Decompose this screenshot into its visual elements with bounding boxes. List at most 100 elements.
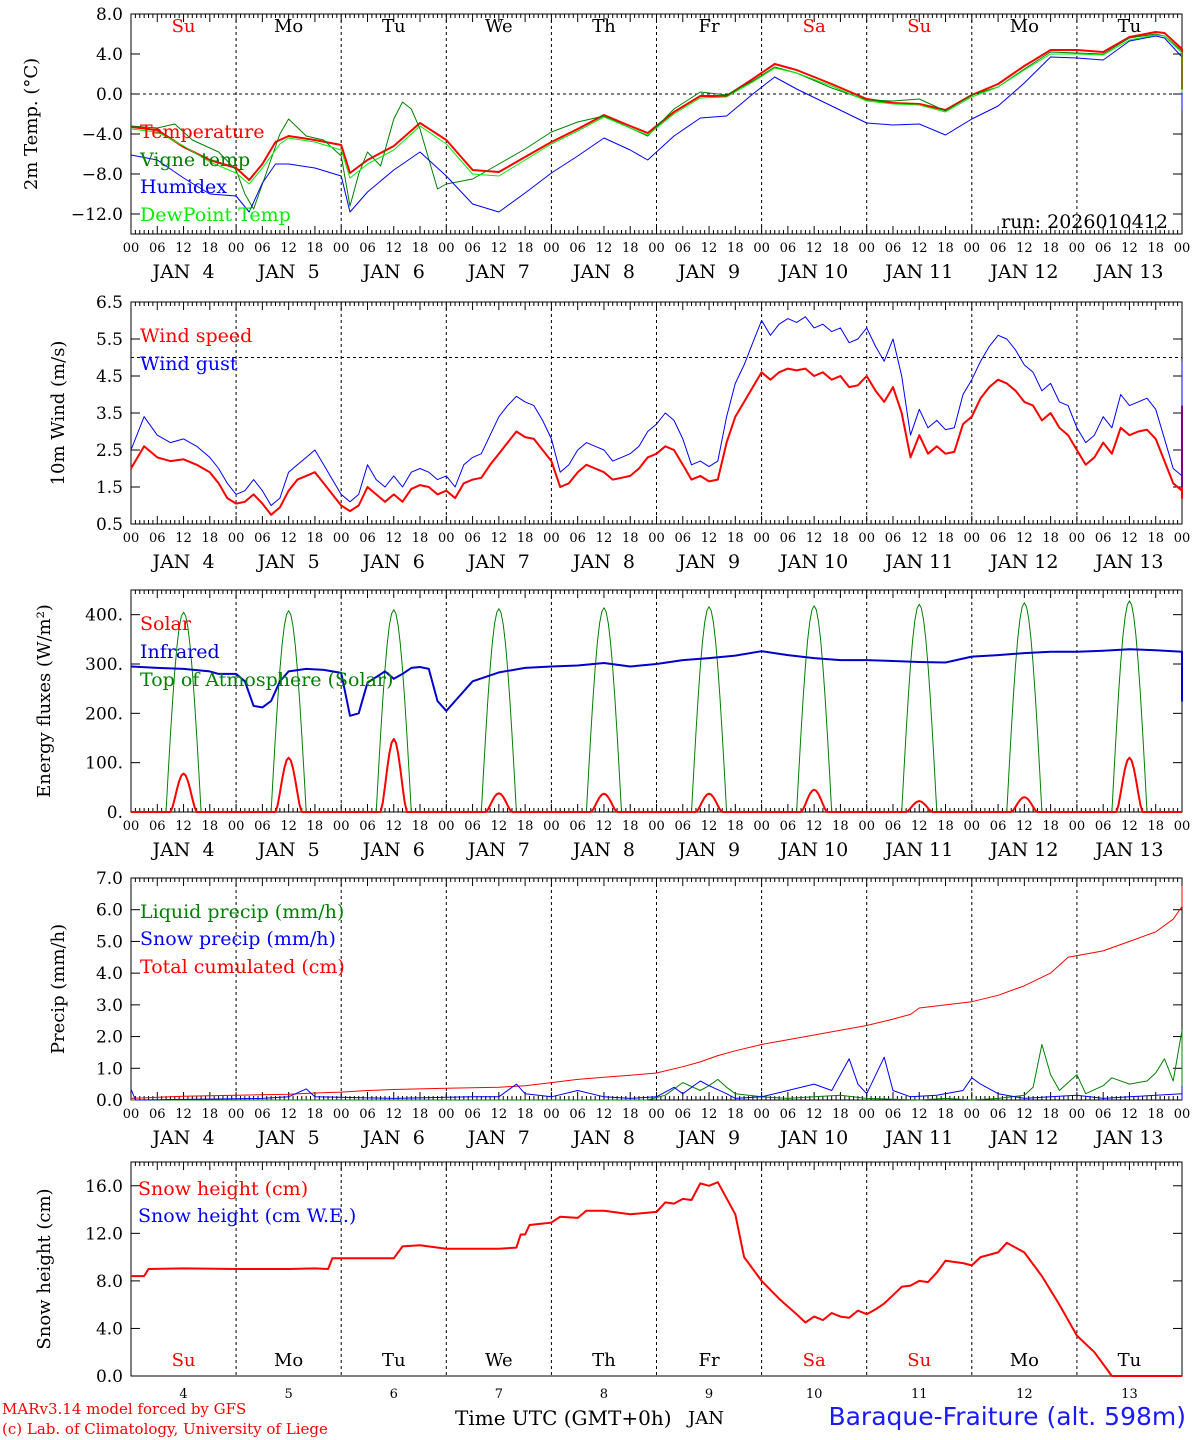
hour-tick-label: 18 xyxy=(1042,241,1059,256)
series-line-temperature xyxy=(130,31,1183,181)
day-number-label: 13 xyxy=(1121,1387,1138,1400)
hour-tick-label: 00 xyxy=(543,1107,560,1122)
hour-tick-label: 18 xyxy=(937,241,954,256)
hour-tick-label: 18 xyxy=(517,531,534,546)
hour-tick-label: 12 xyxy=(806,241,823,256)
hour-tick-label: 00 xyxy=(753,819,770,834)
date-label: JAN 9 xyxy=(676,1127,740,1149)
hour-tick-label: 18 xyxy=(1042,531,1059,546)
date-label: JAN 7 xyxy=(466,261,530,283)
date-label: JAN 7 xyxy=(466,1127,530,1149)
hour-tick-label: 00 xyxy=(648,819,665,834)
hour-tick-label: 18 xyxy=(727,1107,744,1122)
hour-tick-label: 12 xyxy=(385,531,402,546)
hour-tick-label: 18 xyxy=(1042,1107,1059,1122)
weekday-label: Sa xyxy=(803,1350,826,1371)
hour-tick-label: 00 xyxy=(858,1107,875,1122)
lab-credit: (c) Lab. of Climatology, University of L… xyxy=(2,1420,328,1438)
hour-tick-label: 06 xyxy=(675,1107,692,1122)
series-line-vigne-temp xyxy=(130,33,1183,210)
date-label: JAN 4 xyxy=(150,551,214,573)
legend-entry: Vigne temp xyxy=(139,149,250,171)
hour-tick-label: 12 xyxy=(175,241,192,256)
hour-tick-label: 06 xyxy=(569,819,586,834)
hour-tick-label: 00 xyxy=(753,1107,770,1122)
meteogram: −12.0 −8.0 −4.0 0.0 4.0 8.0 2m Temp. (°C) 00 06 1… xyxy=(21,5,1191,1400)
day-number-label: 8 xyxy=(600,1387,608,1400)
y-tick-label: 2.5 xyxy=(96,441,123,461)
date-label: JAN 12 xyxy=(988,839,1058,861)
date-label: JAN 9 xyxy=(676,839,740,861)
date-label: JAN 8 xyxy=(571,839,635,861)
day-number-label: 5 xyxy=(285,1387,293,1400)
hour-tick-label: 12 xyxy=(911,531,928,546)
date-label: JAN 9 xyxy=(676,551,740,573)
hour-tick-label: 12 xyxy=(1016,1107,1033,1122)
month-label: JAN xyxy=(688,1408,724,1429)
hour-tick-label: 06 xyxy=(1095,241,1112,256)
day-number-label: 12 xyxy=(1016,1387,1033,1400)
hour-tick-label: 00 xyxy=(543,531,560,546)
hour-tick-label: 00 xyxy=(1069,1107,1086,1122)
hour-tick-label: 12 xyxy=(175,1107,192,1122)
hour-tick-label: 12 xyxy=(1016,819,1033,834)
hour-tick-label: 06 xyxy=(149,241,166,256)
hour-tick-label: 06 xyxy=(569,241,586,256)
hour-tick-label: 12 xyxy=(701,819,718,834)
y-axis-label: 10m Wind (m/s) xyxy=(48,341,69,486)
hour-tick-label: 00 xyxy=(753,241,770,256)
date-label: JAN 4 xyxy=(150,261,214,283)
hour-tick-label: 00 xyxy=(648,1107,665,1122)
hour-tick-label: 12 xyxy=(1121,531,1138,546)
hour-tick-label: 06 xyxy=(990,241,1007,256)
y-tick-label: 0.0 xyxy=(96,85,123,105)
hour-tick-label: 12 xyxy=(701,531,718,546)
weekday-label: We xyxy=(485,16,513,37)
legend-entry: Top of Atmosphere (Solar) xyxy=(140,669,393,691)
hour-tick-label: 06 xyxy=(254,819,271,834)
hour-tick-label: 00 xyxy=(1174,241,1191,256)
hour-tick-label: 18 xyxy=(307,1107,324,1122)
hour-tick-label: 06 xyxy=(780,819,797,834)
date-label: JAN 8 xyxy=(571,1127,635,1149)
hour-tick-label: 06 xyxy=(780,531,797,546)
hour-tick-label: 06 xyxy=(885,241,902,256)
hour-tick-label: 00 xyxy=(438,1107,455,1122)
hour-tick-label: 06 xyxy=(359,1107,376,1122)
hour-tick-label: 12 xyxy=(491,1107,508,1122)
hour-tick-label: 06 xyxy=(359,819,376,834)
series-line-dewpoint-temp xyxy=(130,34,1183,185)
hour-tick-label: 12 xyxy=(175,819,192,834)
series-line-solar xyxy=(131,738,1182,813)
legend-entry: Snow precip (mm/h) xyxy=(140,928,336,950)
hour-tick-label: 12 xyxy=(911,1107,928,1122)
y-tick-label: 4.0 xyxy=(96,1319,123,1339)
hour-tick-label: 12 xyxy=(280,819,297,834)
hour-tick-label: 06 xyxy=(569,531,586,546)
hour-tick-label: 12 xyxy=(1016,241,1033,256)
hour-tick-label: 12 xyxy=(1121,1107,1138,1122)
hour-tick-label: 12 xyxy=(806,819,823,834)
y-tick-label: 3.0 xyxy=(96,996,123,1016)
weekday-label: Th xyxy=(592,1350,616,1371)
y-tick-label: −8.0 xyxy=(82,165,123,185)
y-tick-label: 5.5 xyxy=(96,330,123,350)
y-tick-label: 3.5 xyxy=(96,404,123,424)
hour-tick-label: 12 xyxy=(911,241,928,256)
weekday-label: Sa xyxy=(803,16,826,37)
y-tick-label: 16.0 xyxy=(85,1177,123,1197)
series-line-snow-height-cm- xyxy=(131,1181,1182,1377)
hour-tick-label: 00 xyxy=(438,241,455,256)
hour-tick-label: 06 xyxy=(990,819,1007,834)
series-line-humidex xyxy=(130,35,1183,213)
hour-tick-label: 00 xyxy=(543,241,560,256)
hour-tick-label: 12 xyxy=(1121,241,1138,256)
hour-tick-label: 00 xyxy=(228,819,245,834)
legend-entry: Solar xyxy=(140,613,192,635)
hour-tick-label: 00 xyxy=(964,241,981,256)
hour-tick-label: 06 xyxy=(885,819,902,834)
run-label: run: 2026010412 xyxy=(1001,211,1168,233)
weekday-label: Fr xyxy=(699,16,720,37)
hour-tick-label: 06 xyxy=(359,241,376,256)
y-tick-label: 0.0 xyxy=(96,1367,123,1387)
